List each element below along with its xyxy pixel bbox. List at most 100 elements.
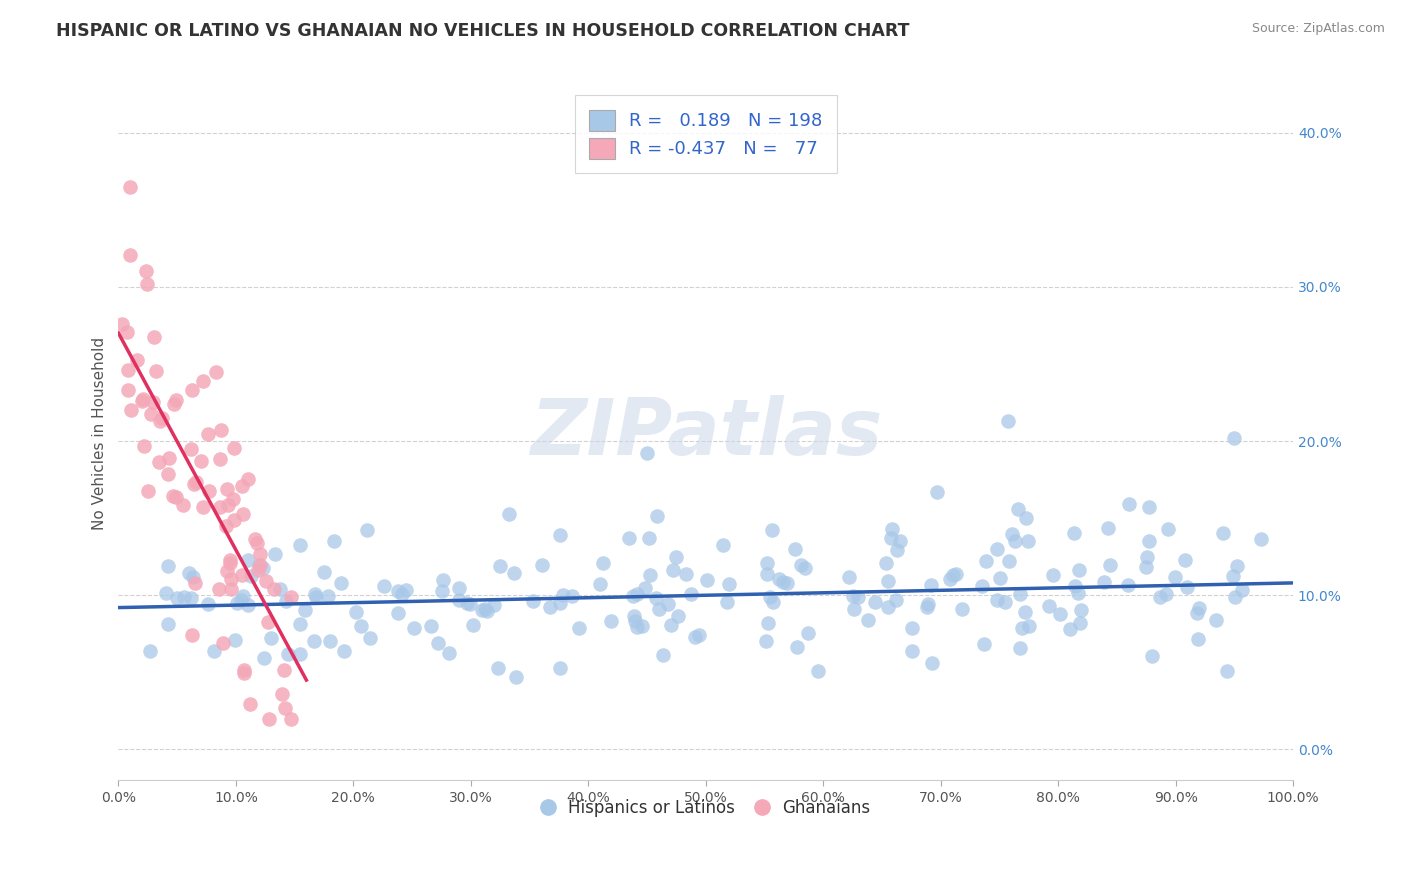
Point <box>530 558 553 572</box>
Point <box>132 439 155 453</box>
Point <box>688 628 710 642</box>
Point <box>548 596 571 610</box>
Point <box>846 590 869 604</box>
Point <box>1174 553 1197 567</box>
Point <box>224 513 246 527</box>
Point <box>1175 580 1198 594</box>
Point <box>256 574 278 588</box>
Point <box>651 648 673 663</box>
Point <box>135 277 157 291</box>
Point <box>696 573 718 587</box>
Text: HISPANIC OR LATINO VS GHANAIAN NO VEHICLES IN HOUSEHOLD CORRELATION CHART: HISPANIC OR LATINO VS GHANAIAN NO VEHICL… <box>56 22 910 40</box>
Point <box>271 687 294 701</box>
Point <box>1001 527 1024 541</box>
Point <box>156 467 179 482</box>
Point <box>217 498 239 512</box>
Point <box>1007 502 1029 516</box>
Point <box>280 712 302 726</box>
Point <box>1014 605 1036 619</box>
Point <box>239 697 262 711</box>
Point <box>1066 585 1088 599</box>
Point <box>1250 532 1272 546</box>
Point <box>198 484 221 499</box>
Point <box>1157 522 1180 536</box>
Point <box>1137 533 1160 548</box>
Point <box>1187 632 1209 647</box>
Point <box>139 407 162 421</box>
Point <box>648 601 671 615</box>
Point <box>323 534 346 549</box>
Point <box>165 393 187 408</box>
Point <box>229 592 252 607</box>
Point <box>209 500 232 514</box>
Point <box>1063 525 1085 540</box>
Legend: Hispanics or Latinos, Ghanaians: Hispanics or Latinos, Ghanaians <box>534 793 876 824</box>
Point <box>305 591 328 605</box>
Point <box>538 600 561 615</box>
Point <box>180 628 202 642</box>
Point <box>432 573 454 587</box>
Point <box>1164 570 1187 584</box>
Point <box>125 353 148 368</box>
Point <box>482 598 505 612</box>
Point <box>636 445 658 459</box>
Point <box>139 643 162 657</box>
Point <box>148 455 170 469</box>
Point <box>387 606 409 620</box>
Point <box>568 621 591 635</box>
Point <box>184 475 207 489</box>
Point <box>190 453 212 467</box>
Point <box>145 364 167 378</box>
Point <box>180 591 202 605</box>
Point <box>761 595 783 609</box>
Point <box>997 554 1019 568</box>
Point <box>1118 497 1140 511</box>
Point <box>208 582 231 596</box>
Point <box>488 558 510 573</box>
Point <box>373 579 395 593</box>
Point <box>232 507 254 521</box>
Point <box>231 568 253 582</box>
Point <box>330 576 353 591</box>
Point <box>120 403 142 417</box>
Point <box>1069 563 1091 577</box>
Point <box>942 568 965 582</box>
Point <box>789 558 811 573</box>
Point <box>1069 616 1091 631</box>
Point <box>456 597 478 611</box>
Point <box>986 593 1008 607</box>
Point <box>1099 558 1122 572</box>
Point <box>662 563 685 577</box>
Point <box>157 450 180 465</box>
Point <box>120 180 142 194</box>
Point <box>1230 582 1253 597</box>
Point <box>136 483 159 498</box>
Point <box>316 590 339 604</box>
Point <box>475 604 498 618</box>
Point <box>974 554 997 568</box>
Point <box>212 636 235 650</box>
Point <box>253 651 276 665</box>
Point <box>193 500 215 515</box>
Point <box>675 567 697 582</box>
Point <box>623 608 645 623</box>
Point <box>915 599 938 614</box>
Point <box>312 565 335 579</box>
Point <box>841 589 863 603</box>
Point <box>925 484 948 499</box>
Point <box>1018 618 1040 632</box>
Point <box>288 647 311 661</box>
Point <box>193 374 215 388</box>
Point <box>1205 614 1227 628</box>
Point <box>162 489 184 503</box>
Point <box>177 566 200 580</box>
Point <box>246 535 269 549</box>
Point <box>1222 569 1244 583</box>
Point <box>921 657 943 671</box>
Point <box>449 581 471 595</box>
Point <box>1010 641 1032 656</box>
Point <box>288 616 311 631</box>
Point <box>844 601 866 615</box>
Point <box>243 532 266 546</box>
Point <box>917 597 939 611</box>
